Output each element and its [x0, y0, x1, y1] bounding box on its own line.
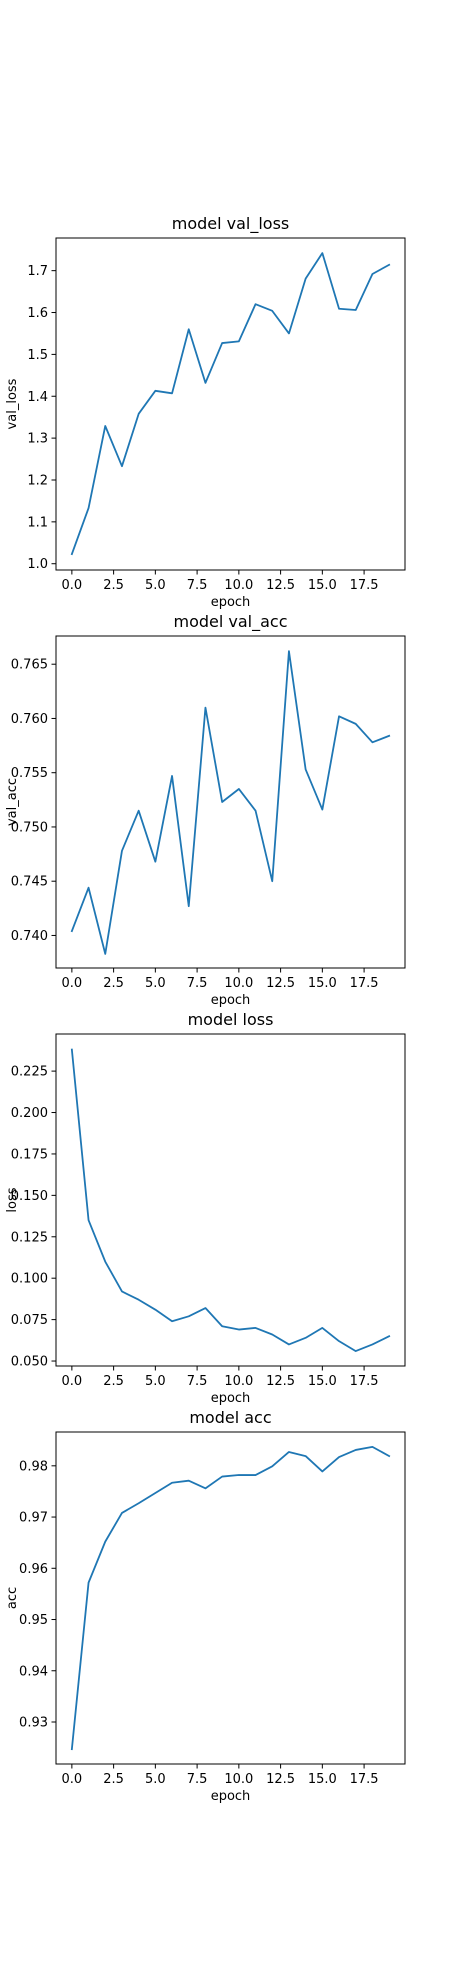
x-tick-label: 10.0	[224, 578, 253, 593]
x-tick-label: 17.5	[350, 578, 379, 593]
x-tick-label: 17.5	[350, 1772, 379, 1787]
y-tick-label: 1.1	[27, 515, 48, 530]
y-tick-label: 0.755	[11, 766, 48, 781]
y-tick-label: 0.740	[11, 929, 48, 944]
x-tick-label: 7.5	[187, 1772, 208, 1787]
y-tick-label: 0.95	[19, 1613, 48, 1628]
series-line	[70, 650, 391, 955]
x-tick-label: 15.0	[308, 578, 337, 593]
x-tick-label: 17.5	[350, 976, 379, 991]
y-tick-label: 1.2	[27, 473, 48, 488]
chart-3: model loss 0.0 2.5 5.0 7.5 10.0 12.5 15.0 17.5 0.…	[5, 1010, 406, 1406]
x-tick-label: 12.5	[266, 976, 295, 991]
x-tick-label: 15.0	[308, 1374, 337, 1389]
y-tick-label: 0.075	[11, 1313, 48, 1328]
y-tick-label: 0.98	[19, 1459, 48, 1474]
y-tick-label: 1.4	[27, 390, 48, 405]
series-line	[70, 252, 391, 556]
x-tick-label: 2.5	[103, 578, 124, 593]
x-tick-label: 12.5	[266, 578, 295, 593]
y-tick-label: 0.94	[19, 1664, 48, 1679]
x-axis-label: epoch	[211, 1789, 251, 1804]
y-axis-label: val_loss	[5, 378, 20, 429]
axes-frame	[55, 1431, 406, 1765]
axes-frame	[55, 635, 406, 969]
y-tick-label: 0.760	[11, 712, 48, 727]
series-line	[70, 1048, 391, 1352]
axes-frame	[55, 1033, 406, 1367]
y-tick-label: 1.0	[27, 557, 48, 572]
y-tick-label: 0.96	[19, 1562, 48, 1577]
x-tick-label: 12.5	[266, 1772, 295, 1787]
x-axis-label: epoch	[211, 993, 251, 1008]
x-tick-label: 7.5	[187, 976, 208, 991]
y-tick-label: 0.97	[19, 1511, 48, 1526]
x-tick-label: 17.5	[350, 1374, 379, 1389]
chart-title: model loss	[188, 1010, 274, 1029]
y-tick-label: 0.765	[11, 658, 48, 673]
y-tick-label: 0.175	[11, 1147, 48, 1162]
y-tick-label: 0.93	[19, 1715, 48, 1730]
x-tick-label: 2.5	[103, 1772, 124, 1787]
x-tick-label: 12.5	[266, 1374, 295, 1389]
x-tick-label: 5.0	[145, 578, 166, 593]
x-tick-label: 10.0	[224, 1374, 253, 1389]
y-tick-label: 0.200	[11, 1106, 48, 1121]
x-tick-label: 15.0	[308, 1772, 337, 1787]
y-tick-label: 0.225	[11, 1065, 48, 1080]
x-tick-label: 10.0	[224, 1772, 253, 1787]
x-tick-label: 7.5	[187, 1374, 208, 1389]
x-tick-label: 2.5	[103, 1374, 124, 1389]
y-axis-label: acc	[5, 1587, 20, 1609]
chart-1: model val_loss 0.0 2.5 5.0 7.5 10.0 12.5 15.0 17…	[5, 214, 406, 610]
y-tick-label: 1.6	[27, 306, 48, 321]
x-tick-label: 5.0	[145, 976, 166, 991]
y-axis-label: loss	[5, 1187, 20, 1212]
chart-4: model acc 0.0 2.5 5.0 7.5 10.0 12.5 15.0 17.5 0.9…	[5, 1408, 406, 1804]
x-tick-label: 5.0	[145, 1374, 166, 1389]
x-axis-label: epoch	[211, 595, 251, 610]
x-tick-label: 0.0	[62, 578, 83, 593]
y-tick-label: 1.3	[27, 432, 48, 447]
x-tick-label: 7.5	[187, 578, 208, 593]
x-tick-label: 2.5	[103, 976, 124, 991]
y-tick-label: 1.7	[27, 264, 48, 279]
x-tick-label: 15.0	[308, 976, 337, 991]
y-tick-label: 0.100	[11, 1272, 48, 1287]
y-tick-label: 0.745	[11, 875, 48, 890]
x-tick-label: 10.0	[224, 976, 253, 991]
y-tick-label: 0.125	[11, 1230, 48, 1245]
y-axis-label: val_acc	[5, 778, 20, 826]
y-tick-label: 1.5	[27, 348, 48, 363]
chart-title: model acc	[189, 1408, 271, 1427]
x-tick-label: 0.0	[62, 976, 83, 991]
x-tick-label: 5.0	[145, 1772, 166, 1787]
x-axis-label: epoch	[211, 1391, 251, 1406]
y-tick-label: 0.150	[11, 1189, 48, 1204]
x-tick-label: 0.0	[62, 1374, 83, 1389]
chart-title: model val_acc	[173, 612, 287, 632]
y-tick-label: 0.050	[11, 1355, 48, 1370]
y-tick-label: 0.750	[11, 820, 48, 835]
x-tick-label: 0.0	[62, 1772, 83, 1787]
axes-frame	[55, 237, 406, 571]
series-line	[70, 1445, 391, 1751]
chart-title: model val_loss	[172, 214, 290, 234]
chart-2: model val_acc 0.0 2.5 5.0 7.5 10.0 12.5 15.0 17.…	[5, 612, 406, 1008]
